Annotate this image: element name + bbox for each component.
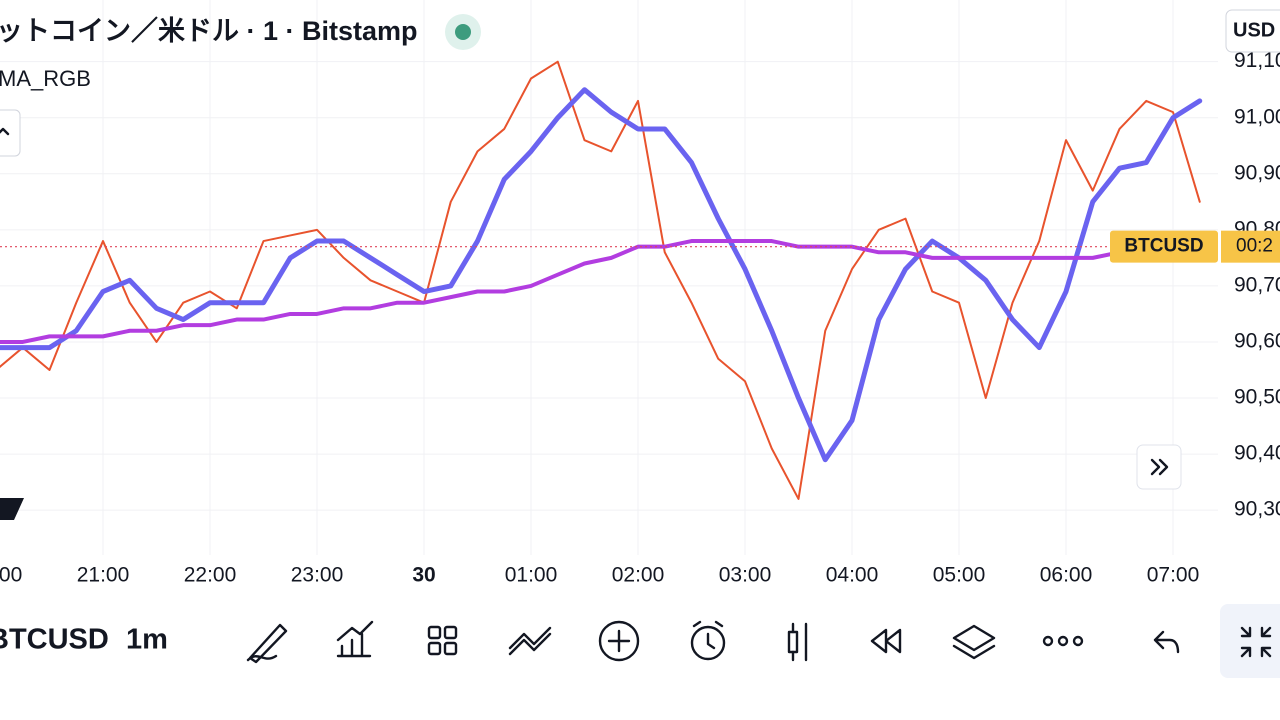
indicator-label: MA_RGB [0, 66, 91, 91]
series-line [0, 239, 1202, 344]
indicators-tool[interactable] [336, 620, 374, 658]
x-tick-label: 22:00 [184, 564, 237, 587]
toolbar [0, 600, 1280, 720]
currency-button[interactable] [1225, 9, 1280, 53]
axes: 90,30090,40090,50090,60090,70090,80090,9… [0, 49, 1280, 587]
y-tick-label: 90,700 [1234, 273, 1280, 296]
x-tick-label: 06:00 [1040, 564, 1093, 587]
series-line [0, 60, 1201, 500]
y-tick-label: 90,300 [1234, 498, 1280, 521]
x-tick-label: 07:00 [1147, 564, 1200, 587]
x-tick-label: 23:00 [291, 564, 344, 587]
plot [0, 60, 1203, 500]
scroll-icon [1150, 458, 1169, 476]
y-tick-label: 90,500 [1234, 386, 1280, 409]
x-tick-label: 21:00 [77, 564, 130, 587]
x-tick-label: 30 [412, 564, 435, 587]
y-tick-label: 90,900 [1234, 161, 1280, 184]
templates-tool[interactable] [427, 625, 458, 656]
toolbar-symbol[interactable]: BTCUSD [0, 624, 109, 656]
more-tool[interactable] [1042, 635, 1084, 647]
replay-tool[interactable] [870, 628, 902, 654]
symbol-title: ットコイン／米ドル · 1 · Bitstamp [0, 16, 418, 46]
x-tick-label: 04:00 [826, 564, 879, 587]
x-tick-label: 03:00 [719, 564, 772, 587]
currency-label: USD [1233, 19, 1275, 41]
series-line [0, 87, 1203, 463]
alert-tool[interactable] [690, 620, 726, 661]
chart-type-tool[interactable] [787, 622, 808, 662]
y-tick-label: 90,600 [1234, 330, 1280, 353]
toolbar-interval[interactable]: 1m [126, 624, 168, 656]
collapse-button[interactable] [0, 109, 21, 157]
logo [0, 498, 24, 520]
last-price-badge [1110, 230, 1218, 263]
y-tick-label: 90,400 [1234, 442, 1280, 465]
y-tick-label: 91,000 [1234, 105, 1280, 128]
layers-tool[interactable] [952, 624, 996, 660]
fullscreen-button[interactable] [1220, 604, 1280, 678]
collapse-icon [0, 127, 10, 136]
price-axis [1218, 0, 1280, 600]
drawing-tool[interactable] [246, 623, 288, 664]
x-tick-label: 01:00 [505, 564, 558, 587]
last-price-symbol: BTCUSD [1124, 236, 1203, 257]
fullscreen-icon [1240, 626, 1272, 658]
y-tick-label: 91,100 [1234, 49, 1280, 72]
x-tick-label: 02:00 [612, 564, 665, 587]
undo-tool[interactable] [1153, 630, 1180, 654]
x-tick-label: 20:00 [0, 564, 22, 587]
compare-tool[interactable] [508, 626, 552, 656]
add-tool[interactable] [598, 620, 640, 662]
x-tick-label: 05:00 [933, 564, 986, 587]
countdown-badge [1221, 230, 1280, 263]
status-dot [455, 24, 471, 40]
countdown: 00:2 [1236, 236, 1273, 257]
